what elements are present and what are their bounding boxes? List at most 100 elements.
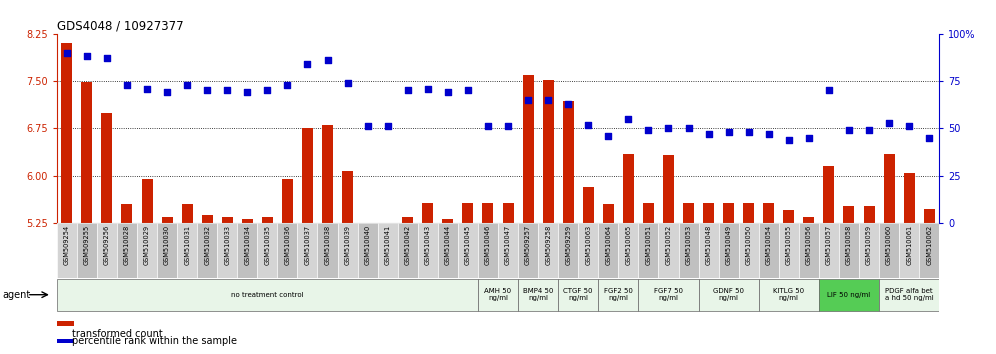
- Bar: [879, 223, 899, 278]
- Text: GSM510039: GSM510039: [345, 225, 351, 265]
- Text: GSM510037: GSM510037: [305, 225, 311, 265]
- Bar: [498, 223, 518, 278]
- Text: GSM510047: GSM510047: [505, 225, 511, 265]
- Point: [621, 116, 636, 122]
- Point: [741, 129, 757, 135]
- Bar: [558, 223, 579, 278]
- Text: GSM510043: GSM510043: [425, 225, 431, 265]
- Bar: [603, 204, 614, 223]
- Text: GSM510035: GSM510035: [264, 225, 270, 265]
- Text: GSM510061: GSM510061: [906, 225, 912, 265]
- Bar: [438, 223, 458, 278]
- Text: GSM509259: GSM509259: [565, 225, 571, 265]
- Text: GSM509258: GSM509258: [545, 225, 551, 265]
- Bar: [237, 223, 257, 278]
- Text: GSM510038: GSM510038: [325, 225, 331, 265]
- Bar: [242, 219, 253, 223]
- Text: GSM510053: GSM510053: [685, 225, 691, 265]
- Bar: [799, 223, 819, 278]
- Bar: [663, 155, 674, 223]
- Point: [700, 131, 716, 137]
- Point: [721, 129, 737, 135]
- Bar: [277, 223, 298, 278]
- Point: [79, 53, 95, 59]
- Bar: [458, 223, 478, 278]
- Point: [480, 124, 496, 129]
- Point: [660, 126, 676, 131]
- Text: GSM509257: GSM509257: [525, 225, 531, 265]
- Bar: [919, 223, 939, 278]
- Bar: [563, 101, 574, 223]
- Point: [761, 131, 777, 137]
- Point: [841, 127, 857, 133]
- Text: GSM510060: GSM510060: [886, 225, 892, 265]
- Point: [560, 101, 576, 107]
- Point: [601, 133, 617, 139]
- Point: [340, 80, 356, 86]
- Point: [159, 90, 175, 95]
- Text: GSM510046: GSM510046: [485, 225, 491, 265]
- Point: [280, 82, 296, 87]
- Bar: [879, 279, 939, 310]
- Bar: [638, 279, 698, 310]
- Point: [139, 86, 155, 91]
- Bar: [599, 279, 638, 310]
- Bar: [161, 217, 172, 223]
- Text: GSM510034: GSM510034: [244, 225, 250, 265]
- Bar: [658, 223, 678, 278]
- Point: [821, 88, 837, 93]
- Text: FGF2 50
ng/ml: FGF2 50 ng/ml: [604, 288, 632, 301]
- Text: GSM510042: GSM510042: [404, 225, 410, 265]
- Bar: [819, 279, 879, 310]
- Point: [399, 88, 415, 93]
- Text: GSM510056: GSM510056: [806, 225, 812, 265]
- Bar: [558, 279, 599, 310]
- Point: [640, 127, 656, 133]
- Point: [379, 124, 395, 129]
- Bar: [698, 223, 718, 278]
- Point: [420, 86, 436, 91]
- Bar: [358, 223, 377, 278]
- Bar: [678, 223, 698, 278]
- Bar: [402, 217, 413, 223]
- Bar: [518, 223, 538, 278]
- Bar: [141, 179, 152, 223]
- Bar: [864, 206, 874, 223]
- Text: GSM510064: GSM510064: [606, 225, 612, 265]
- Bar: [622, 154, 633, 223]
- Text: GSM510058: GSM510058: [846, 225, 852, 265]
- Bar: [462, 204, 473, 223]
- Text: GSM510057: GSM510057: [826, 225, 832, 265]
- Bar: [482, 204, 493, 223]
- Bar: [102, 113, 113, 223]
- Bar: [177, 223, 197, 278]
- Point: [320, 57, 336, 63]
- Point: [119, 82, 134, 87]
- Bar: [518, 279, 558, 310]
- Point: [801, 135, 817, 141]
- Bar: [377, 223, 397, 278]
- Point: [259, 88, 275, 93]
- Bar: [638, 223, 658, 278]
- Bar: [201, 215, 213, 223]
- Bar: [157, 223, 177, 278]
- Bar: [257, 223, 277, 278]
- Point: [300, 61, 316, 67]
- Bar: [583, 187, 594, 223]
- Text: GSM510049: GSM510049: [726, 225, 732, 265]
- Bar: [819, 223, 839, 278]
- Bar: [844, 206, 855, 223]
- Bar: [683, 204, 694, 223]
- Bar: [82, 82, 93, 223]
- Bar: [899, 223, 919, 278]
- Bar: [763, 204, 774, 223]
- Point: [59, 50, 75, 55]
- Bar: [77, 223, 97, 278]
- Point: [901, 124, 917, 129]
- Text: GSM510051: GSM510051: [645, 225, 651, 265]
- Bar: [57, 339, 74, 343]
- Bar: [543, 80, 554, 223]
- Bar: [117, 223, 137, 278]
- Text: GDS4048 / 10927377: GDS4048 / 10927377: [57, 19, 183, 33]
- Text: GSM510045: GSM510045: [465, 225, 471, 265]
